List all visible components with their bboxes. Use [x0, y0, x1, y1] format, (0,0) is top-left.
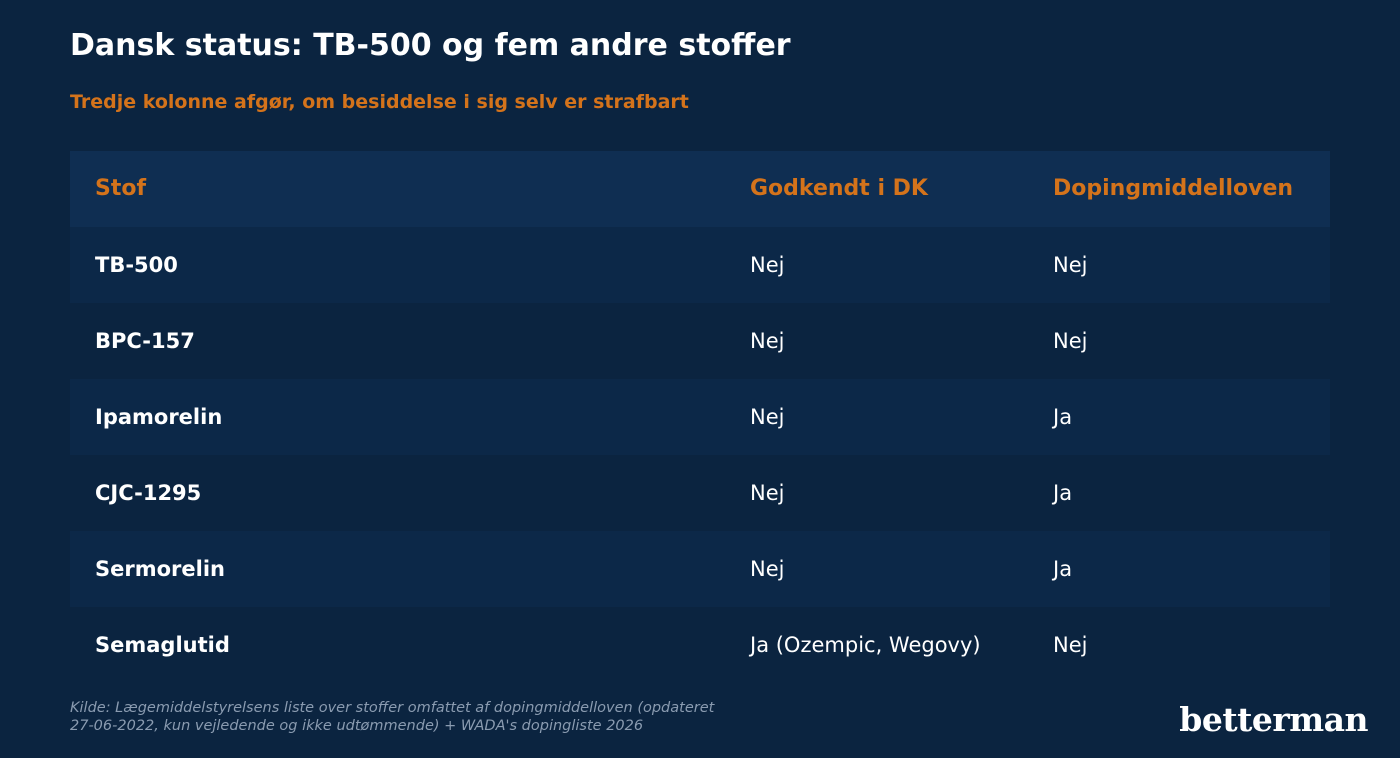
status-table: Stof Godkendt i DK Dopingmiddelloven TB-…	[70, 151, 1330, 683]
cell-stof: Sermorelin	[95, 557, 225, 581]
cell-stof: CJC-1295	[95, 481, 202, 505]
cell-doping: Ja	[1053, 405, 1073, 429]
cell-stof: TB-500	[95, 253, 178, 277]
header-godkendt: Godkendt i DK	[750, 176, 928, 201]
source-note: Kilde: Lægemiddelstyrelsens liste over s…	[70, 699, 770, 735]
cell-godkendt: Nej	[750, 557, 785, 581]
cell-doping: Nej	[1053, 633, 1088, 657]
source-line-2: 27-06-2022, kun vejledende og ikke udtøm…	[70, 718, 644, 734]
cell-doping: Nej	[1053, 253, 1088, 277]
header-dopingmiddelloven: Dopingmiddelloven	[1053, 176, 1294, 201]
header-stof: Stof	[95, 176, 147, 201]
cell-stof: Semaglutid	[95, 633, 230, 657]
cell-doping: Ja	[1053, 481, 1073, 505]
table-row: Sermorelin Nej Ja	[70, 531, 1330, 607]
table-row: Semaglutid Ja (Ozempic, Wegovy) Nej	[70, 607, 1330, 683]
cell-godkendt: Nej	[750, 253, 785, 277]
table-row: CJC-1295 Nej Ja	[70, 455, 1330, 531]
table-header-row: Stof Godkendt i DK Dopingmiddelloven	[70, 151, 1330, 227]
cell-godkendt: Nej	[750, 481, 785, 505]
table-row: Ipamorelin Nej Ja	[70, 379, 1330, 455]
betterman-logo: betterman	[1179, 700, 1368, 739]
cell-godkendt: Ja (Ozempic, Wegovy)	[750, 633, 981, 657]
cell-godkendt: Nej	[750, 329, 785, 353]
cell-stof: BPC-157	[95, 329, 195, 353]
page-title: Dansk status: TB-500 og fem andre stoffe…	[70, 28, 791, 63]
cell-doping: Ja	[1053, 557, 1073, 581]
source-line-1: Kilde: Lægemiddelstyrelsens liste over s…	[70, 700, 715, 716]
page-subtitle: Tredje kolonne afgør, om besiddelse i si…	[70, 91, 689, 113]
cell-stof: Ipamorelin	[95, 405, 223, 429]
table-row: TB-500 Nej Nej	[70, 227, 1330, 303]
cell-godkendt: Nej	[750, 405, 785, 429]
cell-doping: Nej	[1053, 329, 1088, 353]
table-row: BPC-157 Nej Nej	[70, 303, 1330, 379]
